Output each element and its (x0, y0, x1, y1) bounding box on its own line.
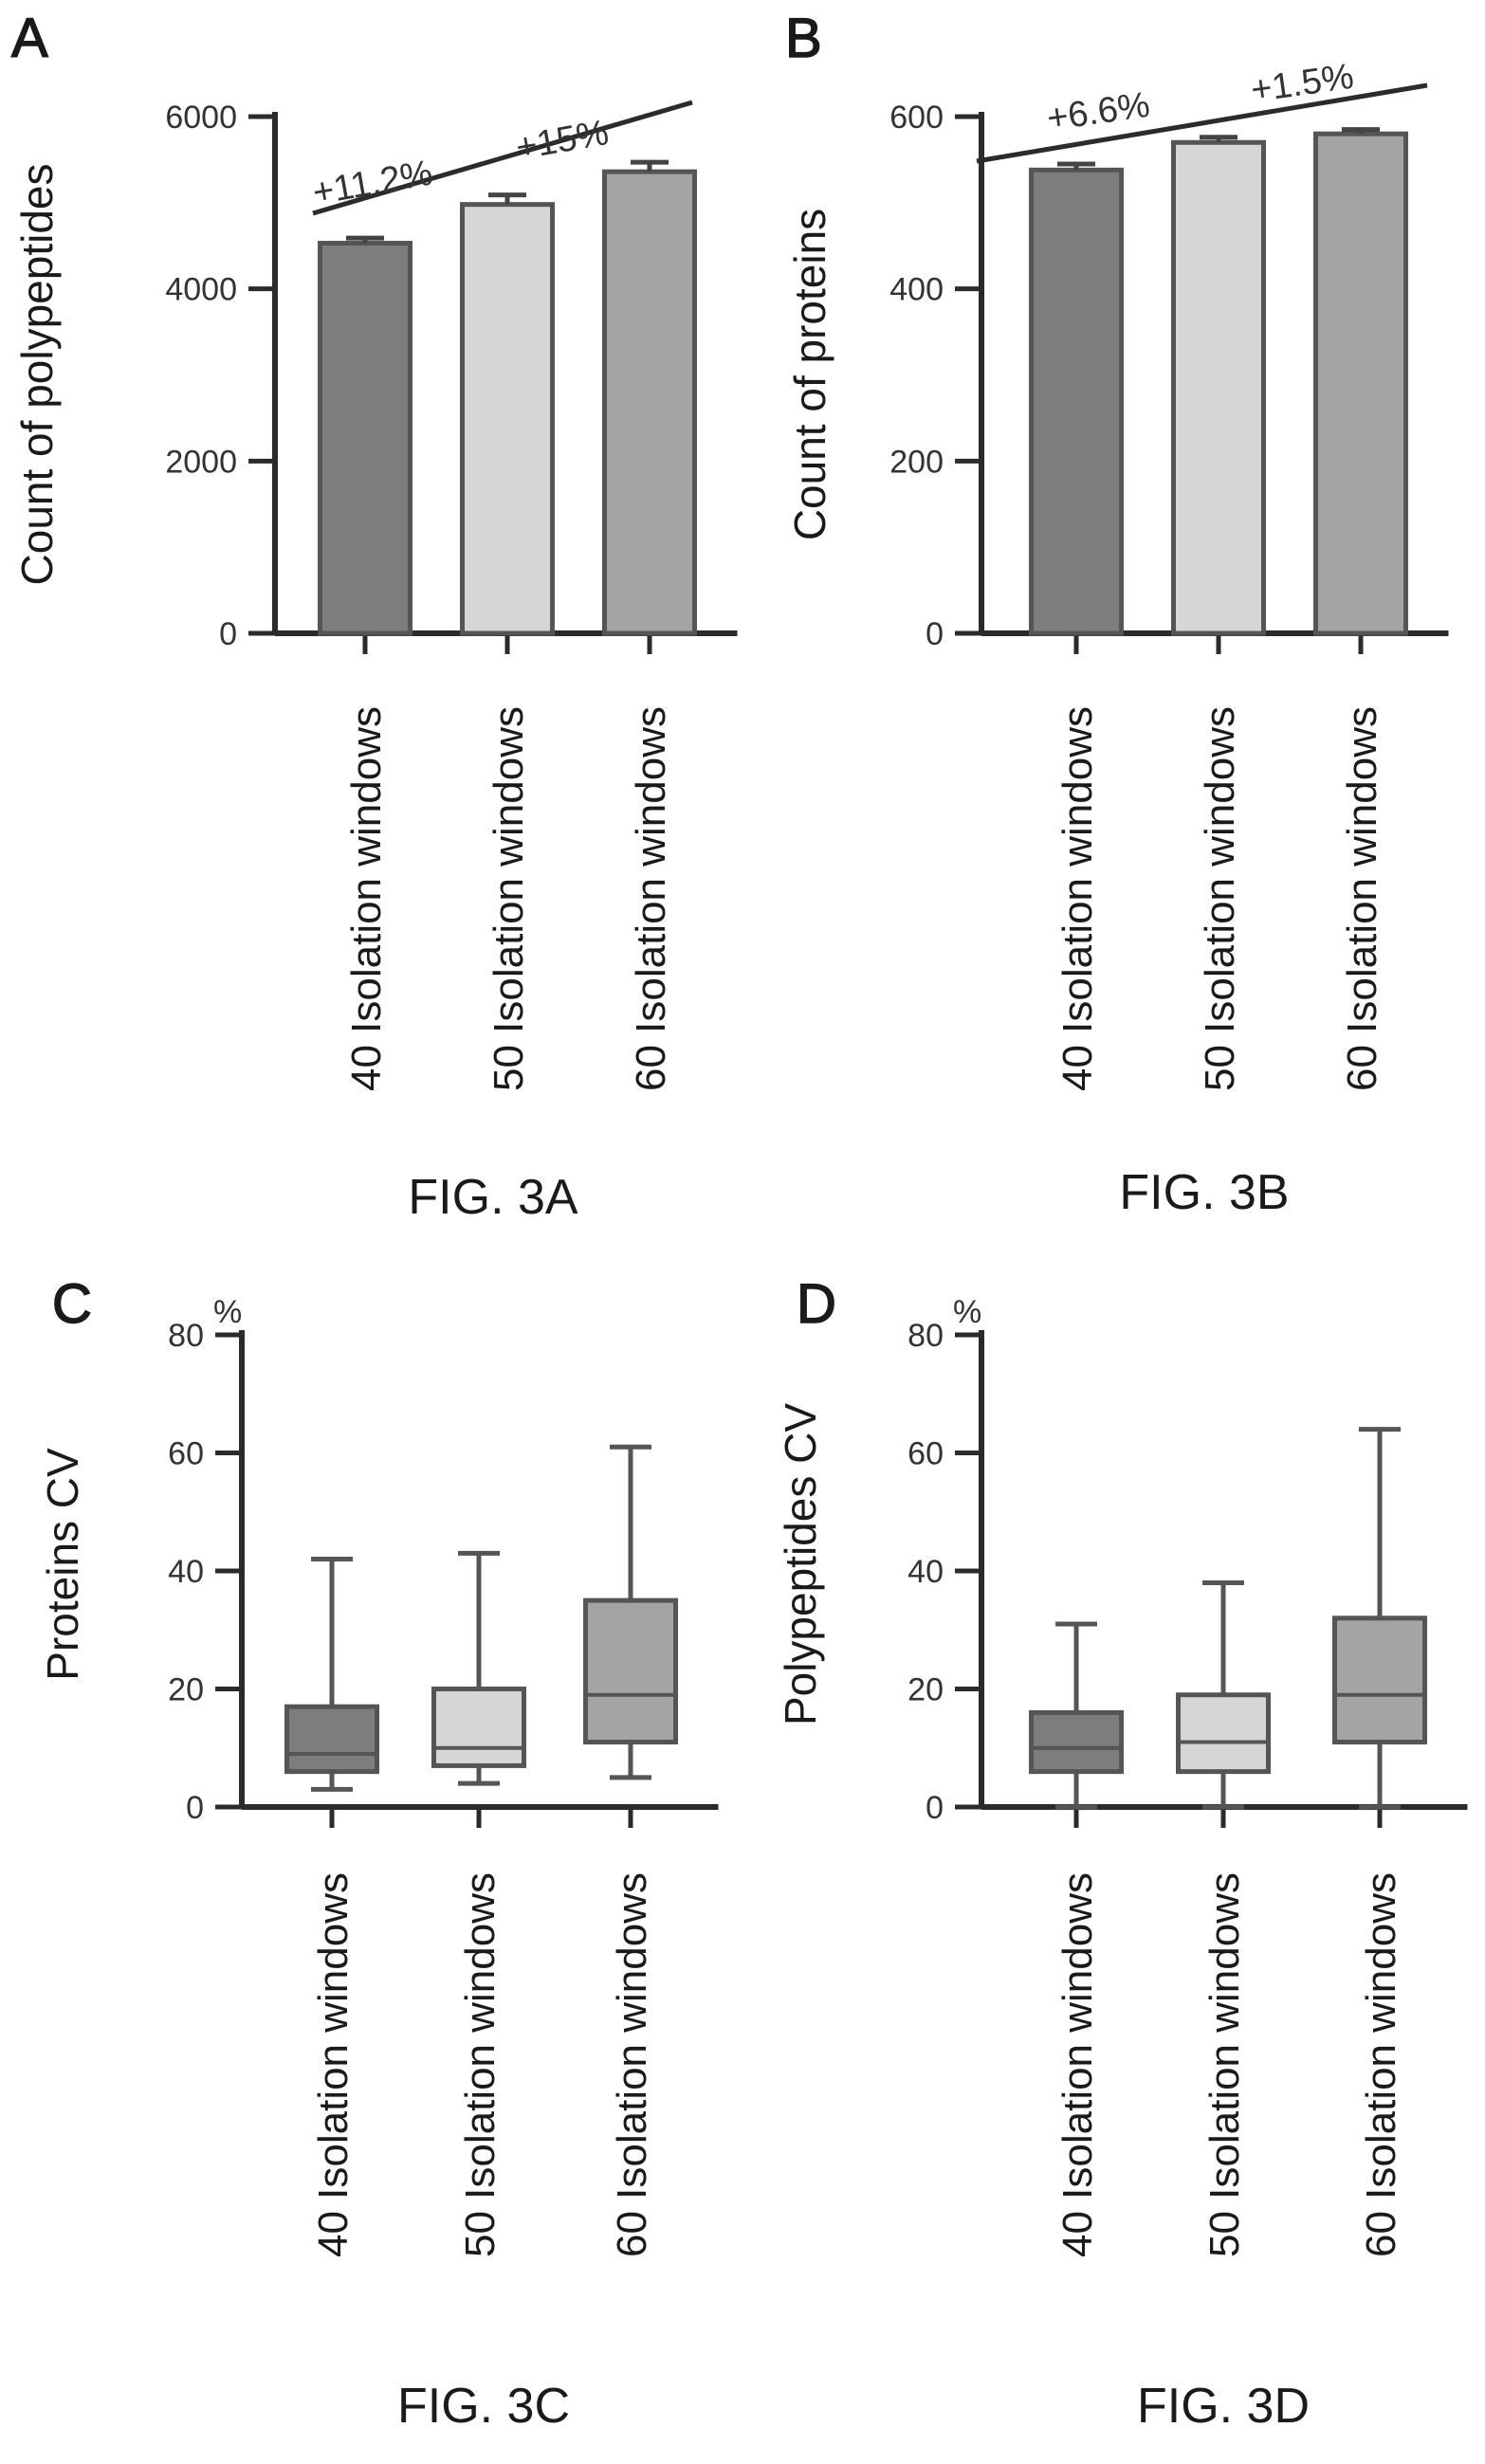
panel-a-y-axis-label: Count of polypeptides (12, 164, 62, 586)
panel-d-box (1029, 1709, 1124, 1775)
panel-a-trend-line (312, 100, 693, 216)
panel-b-letter: B (785, 8, 822, 69)
panel-b-y-tick-label: 200 (889, 444, 944, 480)
panel-b-y-axis-label: Count of proteins (785, 209, 834, 540)
panel-c-y-tick-label: 0 (186, 1790, 204, 1826)
panel-a-y-tick-label: 2000 (165, 444, 237, 480)
panel-a-bar (602, 169, 697, 636)
panel-a-y-tick-label: 0 (219, 616, 237, 652)
panel-d-y-tick-label: 60 (908, 1436, 944, 1472)
panel-b-bar (1171, 139, 1266, 636)
panel-c-caption: FIG. 3C (397, 2379, 570, 2434)
panel-d-y-tick-label: 80 (908, 1318, 944, 1354)
panel-c-box (583, 1597, 678, 1745)
panel-b-pct-annotation: +6.6% (1045, 85, 1153, 139)
panel-d-box (1176, 1692, 1271, 1775)
panel-a-caption: FIG. 3A (408, 1170, 578, 1225)
panel-c-y-tick-label: 20 (168, 1672, 204, 1708)
panel-b-trend-line (976, 82, 1428, 164)
panel-a-y-tick-label: 6000 (165, 100, 237, 136)
panel-c-y-axis-label: Proteins CV (38, 1448, 87, 1681)
panel-d-box (1332, 1615, 1427, 1745)
panel-a-category-label: 60 Isolation windows (628, 706, 674, 1091)
panel-b-category-label: 50 Isolation windows (1197, 706, 1243, 1091)
panel-d-category-label: 50 Isolation windows (1201, 1872, 1248, 2257)
panel-c-letter: C (52, 1273, 92, 1335)
panel-d-letter: D (797, 1273, 836, 1335)
panel-c-y-tick-label: 60 (168, 1436, 204, 1472)
panel-c-box (431, 1687, 526, 1768)
panel-d-y-tick-label: 0 (926, 1790, 944, 1826)
panel-a-pct-annotation: +11.2% (310, 153, 435, 212)
panel-c-category-label: 50 Isolation windows (457, 1872, 504, 2257)
panel-a-category-label: 40 Isolation windows (343, 706, 390, 1091)
panel-c-y-tick-label: 80 (168, 1318, 204, 1354)
panel-a-bar (318, 241, 412, 636)
panel-c-y-unit: % (213, 1294, 242, 1330)
panel-b-y-tick-label: 400 (889, 272, 944, 308)
panel-b-bar (1313, 131, 1408, 636)
panel-c-box (284, 1704, 379, 1775)
panel-b-caption: FIG. 3B (1119, 1165, 1289, 1220)
panel-c-y-tick-label: 40 (168, 1554, 204, 1590)
panel-c-category-label: 60 Isolation windows (609, 1872, 655, 2257)
panel-a-bar (460, 202, 555, 636)
panel-b-category-label: 60 Isolation windows (1339, 706, 1385, 1091)
panel-a-y-tick-label: 4000 (165, 272, 237, 308)
panel-d-category-label: 40 Isolation windows (1054, 1872, 1101, 2257)
panel-d-caption: FIG. 3D (1137, 2379, 1310, 2434)
panel-d-y-unit: % (953, 1294, 981, 1330)
panel-b-category-label: 40 Isolation windows (1054, 706, 1101, 1091)
panel-a-category-label: 50 Isolation windows (486, 706, 532, 1091)
panel-d-category-label: 60 Isolation windows (1358, 1872, 1404, 2257)
panel-b-y-tick-label: 0 (926, 616, 944, 652)
panel-b-bar (1029, 167, 1124, 636)
panel-d-y-tick-label: 20 (908, 1672, 944, 1708)
panel-c-category-label: 40 Isolation windows (310, 1872, 357, 2257)
panel-d-y-tick-label: 40 (908, 1554, 944, 1590)
panel-d-y-axis-label: Polypeptides CV (776, 1403, 825, 1725)
panel-a-letter: A (11, 8, 48, 69)
panel-a-pct-annotation: +15% (513, 113, 612, 168)
panel-b-y-tick-label: 600 (889, 100, 944, 136)
